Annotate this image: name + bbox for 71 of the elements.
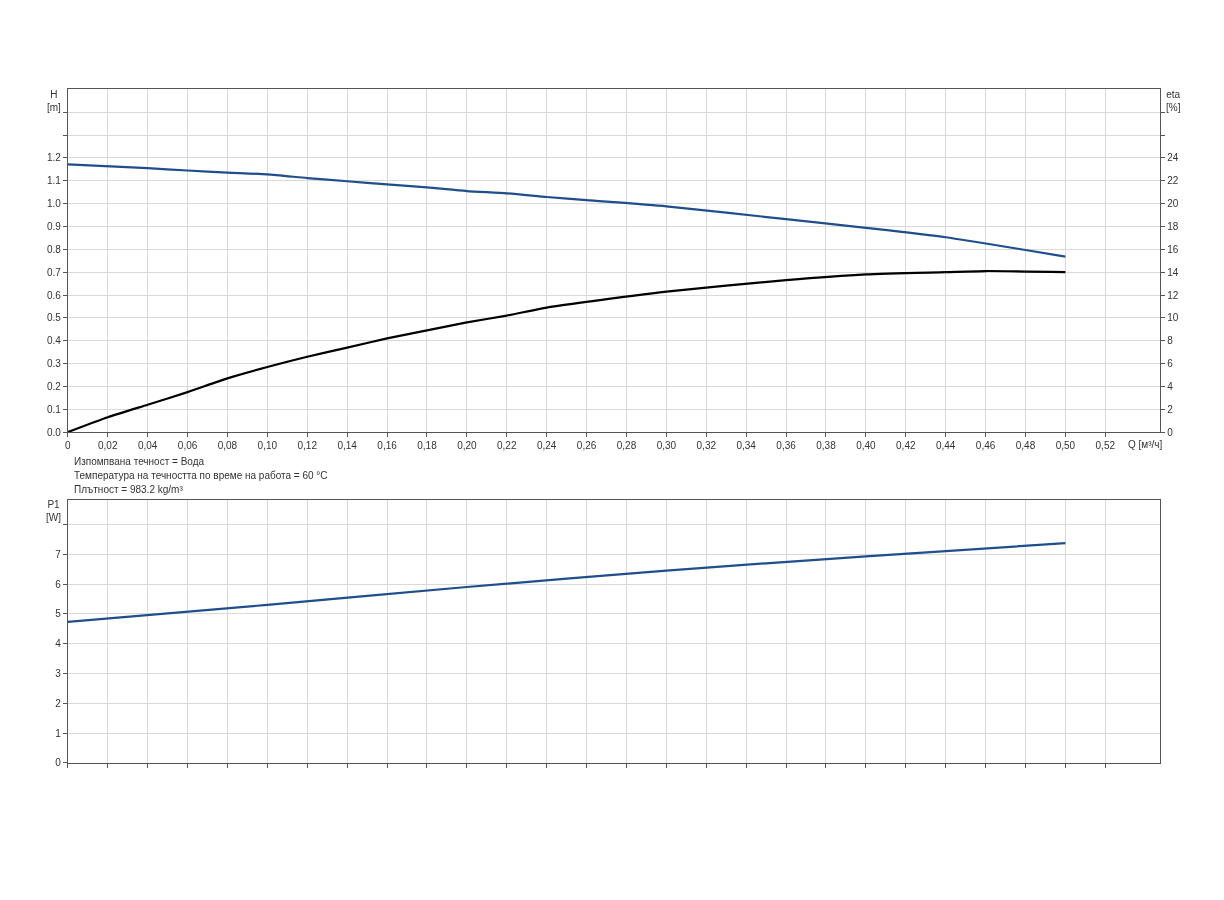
y-tick-label: 2 bbox=[55, 697, 62, 709]
x-tick-label: 0,28 bbox=[616, 440, 637, 452]
x-tick-label: 0,52 bbox=[1095, 440, 1116, 452]
text: Температура на течността по време на работа = 60 °C bbox=[74, 470, 328, 481]
x-tick-label: 0,24 bbox=[536, 440, 557, 452]
y2-axis-title: eta [%] bbox=[1166, 89, 1181, 113]
y-tick-label: 0.0 bbox=[46, 426, 62, 438]
y-tick-label: 6 bbox=[55, 578, 62, 590]
line-series bbox=[67, 163, 1067, 258]
y2-tick-label: 4 bbox=[1167, 380, 1174, 392]
y-tick-label: 1.1 bbox=[46, 175, 62, 187]
y-tick-label: 0.1 bbox=[46, 403, 62, 415]
x-tick-label: 0,14 bbox=[337, 440, 358, 452]
y2-tick-label: 6 bbox=[1167, 358, 1174, 370]
x-tick-label: 0,48 bbox=[1015, 440, 1036, 452]
y-tick-label: 1.0 bbox=[46, 198, 62, 210]
y-axis-title: H [m] bbox=[47, 89, 62, 113]
y-tick-label: 0.7 bbox=[46, 266, 62, 278]
y-tick-label: 5 bbox=[55, 608, 62, 620]
y2-tick-label: 8 bbox=[1167, 335, 1174, 347]
line-series bbox=[67, 542, 1067, 623]
x-tick-label: 0,50 bbox=[1055, 440, 1076, 452]
y-tick-label: 0.3 bbox=[46, 358, 62, 370]
x-tick-label: 0,40 bbox=[856, 440, 877, 452]
x-tick-label: 0,30 bbox=[656, 440, 677, 452]
x-tick-label: 0,06 bbox=[177, 440, 198, 452]
x-tick-label: 0,32 bbox=[696, 440, 717, 452]
x-tick-label: 0,36 bbox=[776, 440, 797, 452]
x-tick-label: 0,12 bbox=[297, 440, 318, 452]
y2-tick-label: 22 bbox=[1167, 175, 1179, 187]
x-tick-label: 0,22 bbox=[497, 440, 517, 452]
text: Плътност = 983.2 kg/m³ bbox=[74, 484, 184, 495]
y2-tick-label: 14 bbox=[1167, 266, 1179, 278]
y-tick-label: 4 bbox=[55, 638, 62, 650]
x-tick-label: 0,04 bbox=[137, 440, 158, 452]
y2-tick-label: 10 bbox=[1167, 312, 1179, 324]
y2-tick-label: 18 bbox=[1167, 220, 1179, 232]
line-series bbox=[67, 269, 1067, 433]
y2-tick-label: 20 bbox=[1167, 198, 1179, 210]
x-tick-label: 0,18 bbox=[417, 440, 438, 452]
y2-tick-label: 0 bbox=[1167, 426, 1174, 438]
x-tick-label: 0,02 bbox=[98, 440, 118, 452]
y-tick-label: 1 bbox=[55, 727, 62, 739]
y2-tick-label: 12 bbox=[1167, 289, 1179, 301]
y-tick-label: 0.4 bbox=[46, 335, 62, 347]
y-tick-label: 0.5 bbox=[46, 312, 62, 324]
x-tick-label: 0,20 bbox=[457, 440, 478, 452]
x-tick-label: 0,38 bbox=[816, 440, 837, 452]
y-tick-label: 0.6 bbox=[46, 289, 62, 301]
y-tick-label: 7 bbox=[55, 548, 62, 560]
y-axis-title: P1 [W] bbox=[46, 499, 62, 523]
x-tick-label: 0,42 bbox=[896, 440, 916, 452]
y-tick-label: 0 bbox=[55, 757, 62, 769]
x-tick-label: 0,44 bbox=[935, 440, 956, 452]
x-tick-label: 0,08 bbox=[217, 440, 238, 452]
x-tick-label: 0,16 bbox=[377, 440, 398, 452]
y2-tick-label: 24 bbox=[1167, 152, 1179, 164]
text: Изпомпвана течност = Вода bbox=[74, 456, 205, 467]
y2-tick-label: 16 bbox=[1167, 243, 1179, 255]
x-tick-label: 0,34 bbox=[736, 440, 757, 452]
x-tick-label: 0,10 bbox=[257, 440, 278, 452]
x-tick-label: 0 bbox=[65, 440, 72, 452]
x-axis-title: Q [м³/ч] bbox=[1128, 439, 1163, 450]
y-tick-label: 1.2 bbox=[46, 152, 62, 164]
x-tick-label: 0,46 bbox=[975, 440, 996, 452]
x-tick-label: 0,26 bbox=[576, 440, 597, 452]
y-tick-label: 3 bbox=[55, 667, 62, 679]
y-tick-label: 0.2 bbox=[46, 380, 62, 392]
y-tick-label: 0.9 bbox=[46, 220, 62, 232]
y2-tick-label: 2 bbox=[1167, 403, 1174, 415]
y-tick-label: 0.8 bbox=[46, 243, 62, 255]
